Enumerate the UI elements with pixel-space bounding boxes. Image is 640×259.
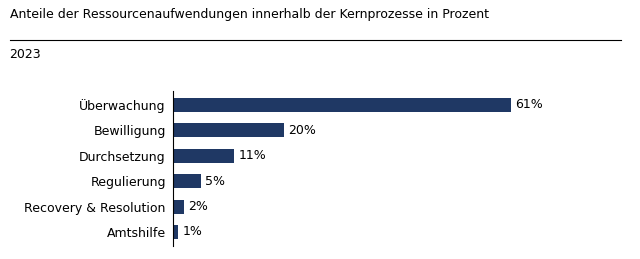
- Bar: [173, 98, 511, 112]
- Text: 2023: 2023: [10, 48, 41, 61]
- Bar: [173, 174, 200, 188]
- Text: 1%: 1%: [183, 226, 203, 239]
- Text: 5%: 5%: [205, 175, 225, 188]
- Bar: [173, 123, 284, 137]
- Bar: [173, 199, 184, 213]
- Bar: [173, 149, 234, 163]
- Text: 61%: 61%: [516, 98, 543, 111]
- Text: 2%: 2%: [188, 200, 208, 213]
- Text: 11%: 11%: [238, 149, 266, 162]
- Bar: [173, 225, 179, 239]
- Text: 20%: 20%: [288, 124, 316, 137]
- Text: Anteile der Ressourcenaufwendungen innerhalb der Kernprozesse in Prozent: Anteile der Ressourcenaufwendungen inner…: [10, 8, 488, 21]
